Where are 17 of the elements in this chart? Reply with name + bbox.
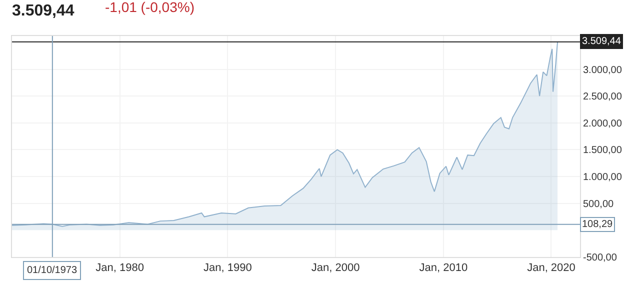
y-tick-label: 3.000,00 [583, 64, 622, 76]
y-tick-label: 2.500,00 [583, 92, 622, 103]
y-tick-label: 500,00 [583, 198, 614, 210]
y-tick-label: -500,00 [583, 252, 618, 264]
ref-line-label: 3.509,44 [582, 36, 622, 47]
y-tick-label: 1.000,00 [583, 172, 622, 184]
x-tick-label: Jan, 2020 [527, 262, 576, 274]
x-tick-label: Jan, 2000 [311, 262, 360, 274]
x-tick-label: Jan, 1990 [204, 262, 252, 274]
y-tick-label: 1.500,00 [583, 145, 622, 156]
chart-subtitle: -1,01 (-0,03%) [105, 0, 194, 15]
chart-title: 3.509,44 [12, 2, 74, 20]
ref-line-label: 01/10/1973 [27, 265, 78, 276]
ref-line-label: 108,29 [582, 219, 614, 230]
y-tick-label: 2.000,00 [583, 118, 622, 130]
x-tick-label: Jan, 1980 [96, 262, 144, 274]
x-tick-label: Jan, 2010 [419, 262, 468, 274]
